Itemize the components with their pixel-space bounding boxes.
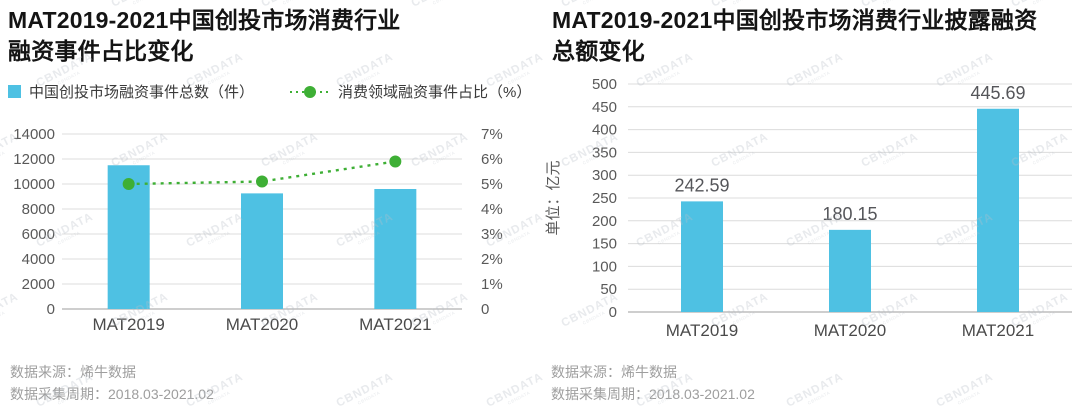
right-axis-tick: 6% (481, 151, 503, 168)
category-label: MAT2021 (359, 315, 431, 334)
value-label: 445.69 (970, 83, 1025, 103)
watermark-text: CBNDATA (784, 370, 846, 408)
chart2-plot: 0 50 100 150 200 250 300 350 400 450 500 单位：亿元 242.5… (545, 76, 1072, 340)
chart1-plot: 0 0 2000 1% 4000 2% 6000 3% 8000 4% 10000 5% 12000 6%… (13, 126, 503, 334)
y-axis-title: 单位：亿元 (545, 160, 562, 235)
value-label: 180.15 (822, 204, 877, 224)
right-axis-tick: 4% (481, 201, 503, 218)
left-axis-tick: 10000 (13, 176, 55, 193)
right-axis-tick: 3% (481, 226, 503, 243)
percent-point-MAT2020 (256, 175, 268, 188)
chart2-title-line2: 总额变化 (552, 38, 645, 64)
bar-MAT2020 (829, 229, 871, 312)
left-axis-tick: 0 (47, 301, 55, 318)
bar-legend-label: 中国创投市场融资事件总数（件） (29, 84, 255, 101)
right-axis-tick: 2% (481, 251, 503, 268)
y-axis-tick: 200 (592, 213, 617, 230)
chart2-footer: 数据来源：烯牛数据 数据采集周期：2018.03-2021.02 (551, 361, 755, 405)
chart1-footer: 数据来源：烯牛数据 数据采集周期：2018.03-2021.02 (10, 361, 214, 405)
line-legend-label: 消费领域融资事件占比（%） (338, 84, 532, 101)
line-point-icon (304, 85, 317, 98)
category-label: MAT2021 (962, 321, 1034, 340)
y-axis-tick: 150 (592, 236, 617, 253)
category-label: MAT2019 (92, 315, 164, 334)
watermark-subtext: CBNDATA (806, 390, 831, 406)
line-legend-swatch-icon (290, 85, 331, 98)
chart2-title-line1: MAT2019-2021中国创投市场消费行业披露融资 (552, 7, 1038, 33)
y-axis-tick: 0 (609, 304, 617, 321)
watermark-subtext: CBNDATA (356, 390, 381, 406)
watermark-text: CBNDATA (934, 370, 996, 408)
left-axis-tick: 12000 (13, 151, 55, 168)
right-axis-tick: 5% (481, 176, 503, 193)
chart2-title: MAT2019-2021中国创投市场消费行业披露融资 总额变化 (552, 5, 1077, 67)
left-axis-tick: 4000 (22, 251, 55, 268)
category-label: MAT2020 (814, 321, 886, 340)
watermark-text: CBNDATA (484, 370, 546, 408)
right-axis-tick: 7% (481, 126, 503, 143)
bar-MAT2021 (374, 189, 417, 309)
y-axis-tick: 100 (592, 258, 617, 275)
data-source-note: 数据来源：烯牛数据 (551, 364, 677, 380)
chart1-legend: 中国创投市场融资事件总数（件） 消费领域融资事件占比（%） (8, 81, 531, 102)
y-axis-tick: 350 (592, 144, 617, 161)
watermark-text: CBNDATA (334, 370, 396, 408)
percent-point-MAT2019 (122, 178, 135, 190)
right-axis-tick: 1% (481, 276, 503, 293)
legend-item-bar: 中国创投市场融资事件总数（件） (8, 81, 254, 102)
watermark-subtext: CBNDATA (506, 390, 531, 406)
category-label: MAT2020 (226, 315, 298, 334)
bar-MAT2021 (977, 108, 1019, 312)
watermark-subtext: CBNDATA (956, 390, 981, 406)
left-axis-tick: 6000 (22, 226, 55, 243)
y-axis-tick: 50 (600, 281, 617, 298)
chart1-title-line1: MAT2019-2021中国创投市场消费行业 (8, 7, 401, 33)
data-period-note: 数据采集周期：2018.03-2021.02 (551, 386, 755, 402)
y-axis-tick: 250 (592, 190, 617, 207)
percent-point-MAT2021 (389, 155, 402, 168)
legend-item-line: 消费领域融资事件占比（%） (290, 81, 531, 102)
data-period-note: 数据采集周期：2018.03-2021.02 (10, 386, 214, 402)
y-axis-tick: 300 (592, 167, 617, 184)
left-axis-tick: 2000 (22, 276, 55, 293)
bar-legend-swatch-icon (8, 85, 21, 98)
value-label: 242.59 (674, 175, 729, 195)
y-axis-tick: 500 (592, 76, 617, 93)
chart1-title-line2: 融资事件占比变化 (8, 38, 194, 64)
right-axis-tick: 0 (481, 301, 489, 318)
data-source-note: 数据来源：烯牛数据 (10, 364, 136, 380)
bar-MAT2020 (241, 193, 283, 309)
y-axis-tick: 400 (592, 122, 617, 139)
chart1-title: MAT2019-2021中国创投市场消费行业 融资事件占比变化 (8, 5, 478, 67)
left-axis-tick: 14000 (13, 126, 55, 143)
category-label: MAT2019 (666, 321, 738, 340)
y-axis-tick: 450 (592, 99, 617, 116)
bar-MAT2019 (681, 201, 723, 312)
left-axis-tick: 8000 (22, 201, 55, 218)
